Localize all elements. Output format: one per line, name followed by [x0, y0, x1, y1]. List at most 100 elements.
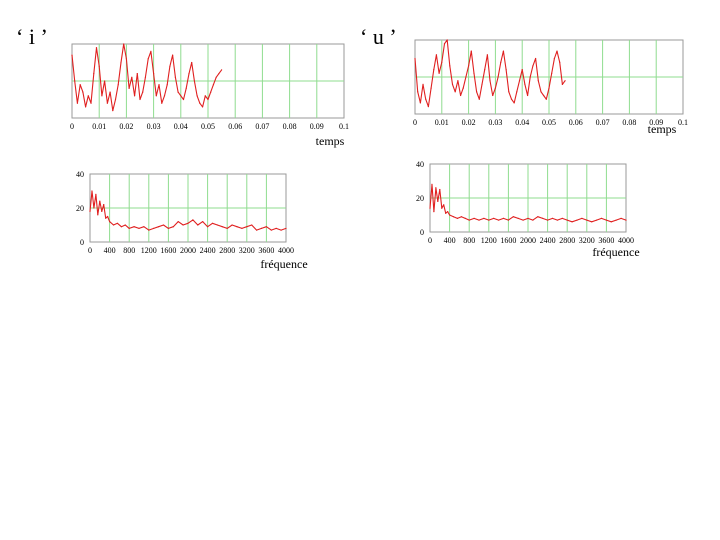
- waveform-i-point: [71, 54, 73, 56]
- spectrum-i-point: [187, 222, 189, 224]
- waveform-u-point: [473, 72, 475, 74]
- spectrum-u-point: [493, 217, 495, 219]
- waveform-u-point: [561, 83, 564, 85]
- waveform-u-point: [532, 65, 534, 67]
- waveform-u-point: [518, 80, 521, 82]
- spectrum-i-x-tick-label: 1600: [160, 246, 176, 255]
- vowel-i-label: ‘ i ’: [16, 24, 48, 49]
- spectrum-u-point: [512, 216, 514, 218]
- spectrum-u-point: [507, 219, 509, 221]
- spectrum-u-x-tick-label: 1600: [500, 236, 516, 245]
- waveform-u-point: [564, 80, 566, 82]
- waveform-i-x-tick-label: 0.04: [174, 122, 188, 131]
- waveform-u-point: [470, 50, 472, 52]
- waveform-i-point: [112, 110, 114, 112]
- spectrum-u-point: [439, 188, 441, 191]
- spectrum-i-trace: [89, 190, 287, 231]
- waveform-i-point: [174, 76, 176, 78]
- spectrum-i-y-tick-label: 40: [76, 170, 84, 179]
- spectrum-u-x-tick-label: 3200: [579, 236, 595, 245]
- waveform-i-point: [136, 73, 138, 75]
- spectrum-u-point: [551, 217, 554, 219]
- spectrum-i-point: [256, 229, 258, 231]
- vowel-u-label: ‘ u ’: [360, 24, 397, 49]
- waveform-u-point: [438, 72, 440, 74]
- spectrum-u-point: [447, 211, 449, 213]
- waveform-i-point: [182, 98, 185, 101]
- spectrum-i-point: [128, 227, 130, 229]
- spectrum-u-y-tick-label: 0: [420, 228, 424, 237]
- waveform-i-point: [101, 95, 103, 97]
- waveform-u-point: [468, 65, 470, 67]
- spectrum-u-point: [433, 211, 435, 213]
- waveform-i-point: [212, 84, 215, 86]
- waveform-i-point: [95, 47, 98, 49]
- waveform-u-point: [516, 91, 518, 93]
- waveform-u-point: [462, 87, 464, 89]
- spectrum-i-point: [221, 226, 223, 228]
- spectrum-i-point: [172, 226, 174, 228]
- spectrum-i-point: [138, 227, 140, 229]
- spectrum-i-point: [216, 224, 218, 226]
- waveform-u-point: [425, 98, 427, 100]
- waveform-u-x-tick-label: 0: [413, 118, 417, 127]
- spectrum-u-point: [441, 207, 443, 209]
- spectrum-i-point: [226, 227, 228, 229]
- spectrum-u-point: [449, 214, 451, 216]
- waveform-i-point: [207, 98, 209, 101]
- spectrum-u-point: [547, 219, 549, 221]
- spectrum-i-point: [167, 227, 169, 229]
- waveform-i-point: [131, 76, 133, 78]
- waveform-u-point: [454, 91, 456, 93]
- spectrum-u-point: [625, 219, 627, 221]
- waveform-i-point: [177, 91, 179, 93]
- waveform-u-point: [529, 76, 531, 78]
- waveform-u-point: [543, 94, 545, 97]
- spectrum-i-point: [246, 226, 248, 228]
- waveform-i-x-tick-label: 0: [70, 122, 74, 131]
- waveform-u-point: [481, 83, 483, 85]
- waveform-i-point: [218, 73, 220, 75]
- spectrum-u-point: [488, 219, 490, 221]
- spectrum-i-point: [95, 193, 97, 195]
- spectrum-u-point: [429, 207, 431, 209]
- waveform-u-x-tick-label: 0.08: [622, 118, 636, 127]
- waveform-u-point: [441, 61, 443, 63]
- waveform-i-point: [133, 95, 136, 97]
- waveform-u-x-tick-label: 0.06: [569, 118, 583, 127]
- spectrum-i-point: [207, 226, 209, 228]
- spectrum-u-point: [456, 217, 459, 219]
- waveform-i-point: [104, 80, 106, 82]
- waveform-i-x-tick-label: 0.09: [310, 122, 324, 131]
- spectrum-i-y-tick-label: 20: [76, 204, 84, 213]
- waveform-i-point: [185, 87, 187, 89]
- waveform-i-point: [90, 102, 92, 104]
- waveform-i-point: [158, 84, 160, 86]
- waveform-i-point: [191, 61, 193, 64]
- waveform-u-point: [433, 69, 435, 71]
- waveform-u-x-tick-label: 0.07: [596, 118, 610, 127]
- spectrum-u-point: [527, 217, 529, 219]
- waveform-i-point: [161, 102, 163, 104]
- spectrum-u-point: [561, 217, 563, 219]
- waveform-i-point: [123, 43, 125, 45]
- spectrum-i-point: [265, 226, 267, 228]
- spectrum-i-point: [109, 221, 111, 223]
- waveform-i-point: [215, 76, 217, 78]
- spectrum-i-point: [202, 221, 204, 223]
- spectrum-u-point: [620, 217, 622, 219]
- spectrum-u-point: [502, 217, 505, 219]
- spectrum-i-point: [231, 224, 233, 226]
- spectrum-i-point: [107, 215, 109, 218]
- spectrum-u-x-tick-label: 1200: [481, 236, 497, 245]
- spectrum-i-x-tick-label: 2400: [200, 246, 216, 255]
- waveform-u-point: [513, 102, 515, 104]
- waveform-i-point: [196, 95, 198, 97]
- spectrum-i-point: [158, 226, 160, 228]
- waveform-i-point: [120, 61, 122, 64]
- spectrum-i-point: [93, 207, 95, 209]
- spectrum-i-point: [124, 224, 126, 226]
- waveform-u-point: [430, 87, 432, 89]
- spectrum-i-x-tick-label: 0: [88, 246, 92, 255]
- spectrum-i-point: [260, 227, 263, 229]
